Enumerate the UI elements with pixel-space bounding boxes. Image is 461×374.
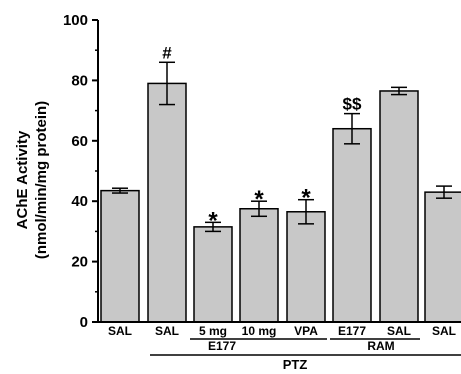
- significance-marker: #: [162, 43, 172, 62]
- bar: [286, 211, 326, 323]
- bar: [193, 226, 233, 323]
- bar: [379, 90, 419, 323]
- x-tick-label: 5 mg: [199, 324, 227, 338]
- ptz-group-label: PTZ: [283, 357, 308, 372]
- x-tick-label: E177: [338, 324, 366, 338]
- significance-marker: *: [208, 207, 218, 234]
- x-tick-label: SAL: [432, 324, 456, 338]
- x-tick-label: 10 mg: [242, 324, 277, 338]
- y-tick-label: 40: [71, 193, 88, 210]
- y-tick-label: 80: [71, 72, 88, 89]
- significance-marker: *: [254, 186, 264, 213]
- y-tick-label: 100: [63, 12, 88, 29]
- ram-group-label: RAM: [367, 339, 394, 353]
- bar: [239, 208, 279, 323]
- significance-marker: $$: [343, 95, 362, 114]
- bars: # * * * $$: [100, 43, 461, 323]
- e177-group-label: E177: [208, 339, 236, 353]
- y-axis-title-line2: (nmol/min/mg protein): [33, 101, 50, 259]
- x-tick-label: SAL: [387, 324, 411, 338]
- y-tick-label: 20: [71, 254, 88, 271]
- x-tick-label: SAL: [155, 324, 179, 338]
- y-axis: 0 20 40 60 80 100: [63, 12, 99, 331]
- significance-marker: *: [301, 185, 311, 212]
- x-tick-label: VPA: [294, 324, 318, 338]
- bar: [147, 82, 187, 323]
- x-tick-label: SAL: [108, 324, 132, 338]
- bar: [100, 189, 140, 323]
- group-brackets: E177 RAM PTZ: [150, 338, 461, 372]
- y-tick-label: 0: [80, 314, 88, 331]
- y-axis-title-line1: AChE Activity: [14, 130, 31, 229]
- x-axis: SAL SAL 5 mg 10 mg VPA E177 SAL SAL: [98, 321, 461, 338]
- y-axis-title: AChE Activity (nmol/min/mg protein): [14, 101, 50, 259]
- bar: [424, 191, 461, 323]
- bar: [332, 127, 372, 323]
- y-tick-label: 60: [71, 133, 88, 150]
